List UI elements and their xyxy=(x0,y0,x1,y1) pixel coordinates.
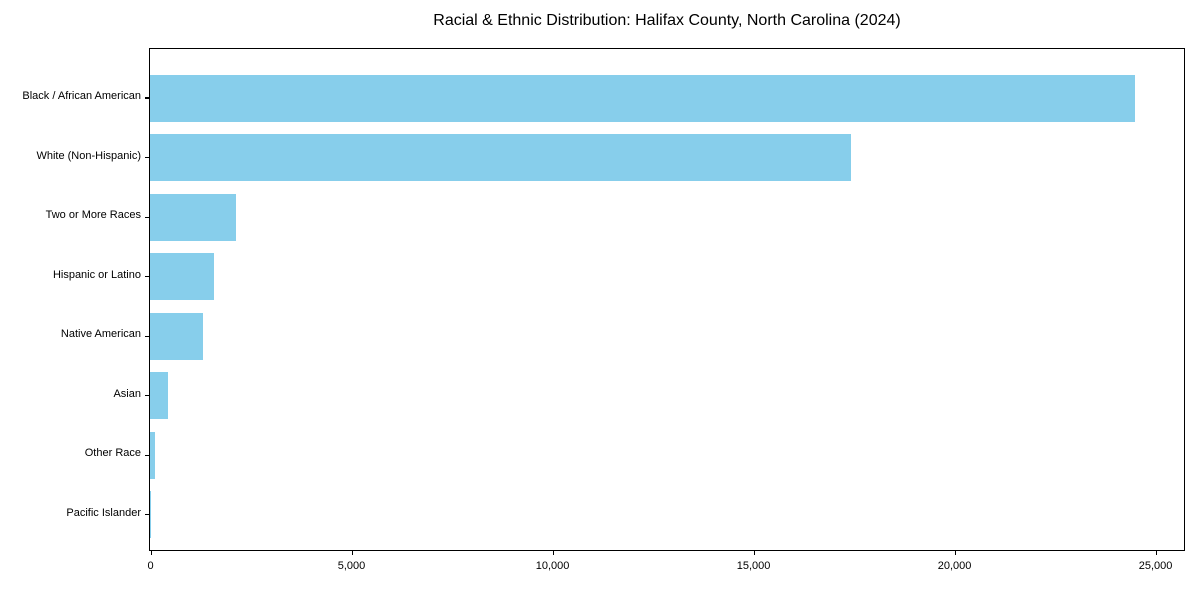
x-tick-mark xyxy=(552,550,555,555)
x-tick-mark xyxy=(1155,550,1158,555)
x-tick-mark xyxy=(753,550,756,555)
bar xyxy=(150,431,155,479)
y-tick-mark xyxy=(144,276,149,278)
y-tick-mark xyxy=(144,454,149,456)
bar xyxy=(150,491,151,539)
y-tick-label: Two or More Races xyxy=(45,209,141,222)
x-tick-label: 25,000 xyxy=(1138,560,1173,572)
y-tick-mark xyxy=(144,395,149,397)
bar xyxy=(150,312,203,360)
y-tick-label: White (Non-Hispanic) xyxy=(36,149,141,162)
bar xyxy=(150,193,236,241)
y-tick-label: Hispanic or Latino xyxy=(52,268,141,281)
bar xyxy=(150,253,214,301)
x-tick-label: 10,000 xyxy=(535,560,570,572)
y-tick-label: Pacific Islander xyxy=(66,506,141,519)
bar xyxy=(150,372,169,420)
x-tick-label: 0 xyxy=(147,560,154,572)
bar xyxy=(150,74,1135,122)
y-tick-label: Native American xyxy=(60,328,141,341)
x-tick-label: 5,000 xyxy=(337,560,366,572)
y-tick-mark xyxy=(144,514,149,516)
y-tick-mark xyxy=(144,156,149,159)
y-tick-label: Asian xyxy=(113,387,141,400)
chart-title: Racial & Ethnic Distribution: Halifax Co… xyxy=(433,12,901,29)
x-tick-label: 20,000 xyxy=(937,560,972,572)
y-tick-mark xyxy=(144,216,149,218)
y-tick-mark xyxy=(144,97,149,99)
bar xyxy=(150,134,851,182)
x-tick-mark xyxy=(954,550,957,555)
y-tick-label: Other Race xyxy=(84,447,141,460)
x-tick-label: 15,000 xyxy=(736,560,771,572)
x-tick-mark xyxy=(351,550,354,555)
plot-area xyxy=(144,48,1185,555)
x-tick-mark xyxy=(150,550,153,555)
y-tick-mark xyxy=(144,335,149,337)
y-tick-label: Black / African American xyxy=(22,90,141,102)
